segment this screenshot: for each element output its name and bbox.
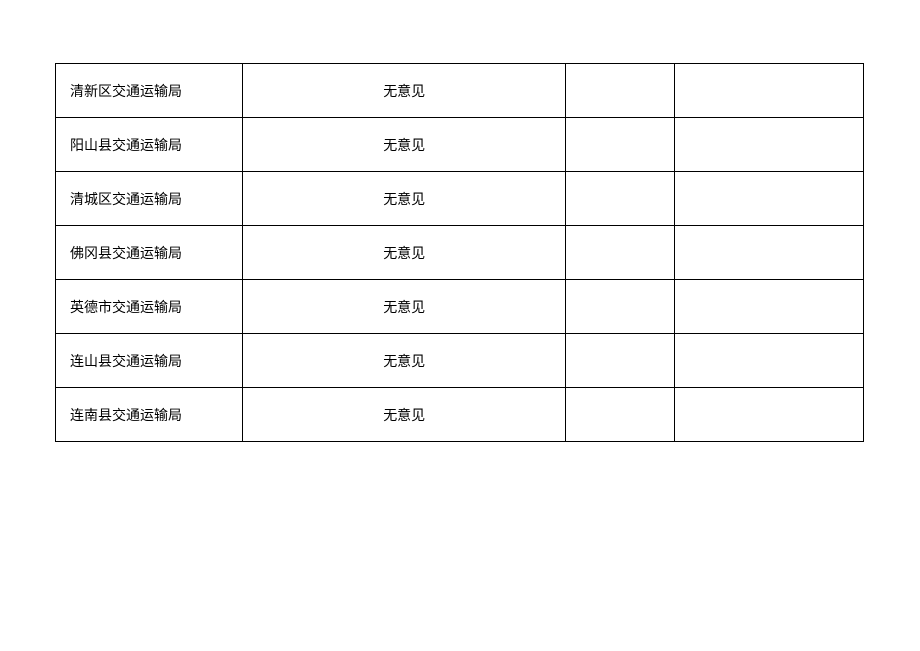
dept-cell: 清城区交通运输局: [56, 172, 243, 226]
dept-cell: 连南县交通运输局: [56, 388, 243, 442]
blank-cell: [674, 226, 863, 280]
dept-cell: 阳山县交通运输局: [56, 118, 243, 172]
opinions-table: 清新区交通运输局 无意见 阳山县交通运输局 无意见 清城区交通运输局 无意见 佛…: [55, 63, 864, 442]
blank-cell: [674, 118, 863, 172]
blank-cell: [674, 280, 863, 334]
blank-cell: [674, 64, 863, 118]
blank-cell: [566, 118, 674, 172]
opinion-cell: 无意见: [243, 388, 566, 442]
table-row: 佛冈县交通运输局 无意见: [56, 226, 864, 280]
blank-cell: [566, 280, 674, 334]
opinion-cell: 无意见: [243, 334, 566, 388]
table-row: 连山县交通运输局 无意见: [56, 334, 864, 388]
blank-cell: [566, 172, 674, 226]
opinion-cell: 无意见: [243, 226, 566, 280]
table-row: 英德市交通运输局 无意见: [56, 280, 864, 334]
table-row: 连南县交通运输局 无意见: [56, 388, 864, 442]
opinion-cell: 无意见: [243, 280, 566, 334]
blank-cell: [566, 64, 674, 118]
dept-cell: 连山县交通运输局: [56, 334, 243, 388]
blank-cell: [674, 172, 863, 226]
blank-cell: [674, 388, 863, 442]
blank-cell: [566, 226, 674, 280]
dept-cell: 英德市交通运输局: [56, 280, 243, 334]
opinion-cell: 无意见: [243, 64, 566, 118]
table-row: 阳山县交通运输局 无意见: [56, 118, 864, 172]
opinion-cell: 无意见: [243, 118, 566, 172]
blank-cell: [566, 388, 674, 442]
dept-cell: 清新区交通运输局: [56, 64, 243, 118]
dept-cell: 佛冈县交通运输局: [56, 226, 243, 280]
table-row: 清新区交通运输局 无意见: [56, 64, 864, 118]
table-row: 清城区交通运输局 无意见: [56, 172, 864, 226]
page: 清新区交通运输局 无意见 阳山县交通运输局 无意见 清城区交通运输局 无意见 佛…: [0, 0, 920, 651]
blank-cell: [566, 334, 674, 388]
blank-cell: [674, 334, 863, 388]
opinion-cell: 无意见: [243, 172, 566, 226]
